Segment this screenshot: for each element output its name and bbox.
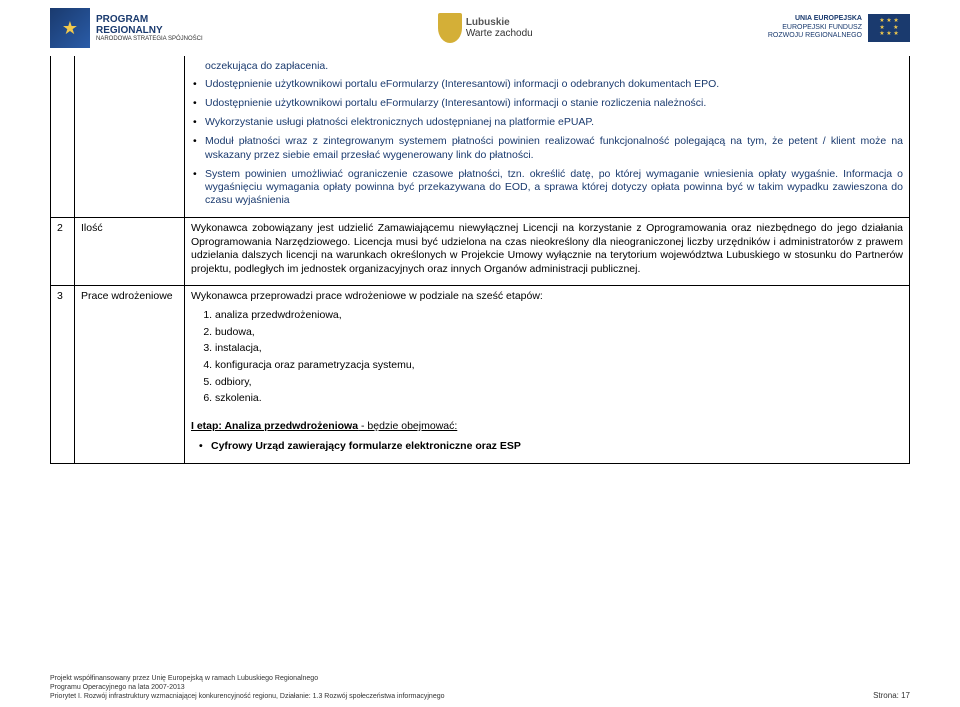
logo-center-bold: Lubuskie bbox=[466, 17, 510, 28]
logo-left-sub: NARODOWA STRATEGIA SPÓJNOŚCI bbox=[96, 36, 203, 42]
bullet-item: System powinien umożliwiać ograniczenie … bbox=[205, 168, 903, 207]
footer-l2: Programu Operacyjnego na lata 2007-2013 bbox=[50, 683, 445, 692]
etap-bullets: Cyfrowy Urząd zawierający formularze ele… bbox=[191, 440, 903, 453]
bullet-item: Udostępnienie użytkownikowi portalu eFor… bbox=[205, 97, 903, 110]
eu-line2: EUROPEJSKI FUNDUSZ bbox=[768, 24, 862, 32]
footer: Projekt współfinansowany przez Unię Euro… bbox=[50, 674, 910, 701]
footer-left: Projekt współfinansowany przez Unię Euro… bbox=[50, 674, 445, 701]
step-item: szkolenia. bbox=[215, 392, 903, 406]
step-item: analiza przedwdrożeniowa, bbox=[215, 309, 903, 323]
cell-top-desc: oczekująca do zapłacenia. Udostępnienie … bbox=[185, 56, 910, 218]
eu-flag-icon: ★ ★ ★ ★ ★ ★ ★ ★ bbox=[868, 14, 910, 42]
bullet-item: Moduł płatności wraz z zintegrowanym sys… bbox=[205, 135, 903, 161]
footer-l3: Priorytet I. Rozwój infrastruktury wzmac… bbox=[50, 692, 445, 701]
row2-label: Ilość bbox=[75, 218, 185, 286]
bullet-item: Udostępnienie użytkownikowi portalu eFor… bbox=[205, 78, 903, 91]
etap-heading: I etap: Analiza przedwdrożeniowa - będzi… bbox=[191, 420, 903, 432]
step-item: instalacja, bbox=[215, 342, 903, 356]
step-item: konfiguracja oraz parametryzacja systemu… bbox=[215, 359, 903, 373]
row3-steps: analiza przedwdrożeniowa, budowa, instal… bbox=[191, 309, 903, 406]
etap-suffix: - będzie obejmować: bbox=[358, 420, 457, 432]
step-item: budowa, bbox=[215, 326, 903, 340]
row3-intro: Wykonawca przeprowadzi prace wdrożeniowe… bbox=[191, 290, 903, 304]
bullet-item: Wykorzystanie usługi płatności elektroni… bbox=[205, 116, 903, 129]
row2-text: Wykonawca zobowiązany jest udzielić Zama… bbox=[191, 222, 903, 277]
page-number: Strona: 17 bbox=[873, 691, 910, 701]
shield-icon bbox=[438, 13, 462, 43]
row3-desc: Wykonawca przeprowadzi prace wdrożeniowe… bbox=[185, 285, 910, 464]
row3-label: Prace wdrożeniowe bbox=[75, 285, 185, 464]
eu-line1: UNIA EUROPEJSKA bbox=[768, 15, 862, 23]
row2-num: 2 bbox=[51, 218, 75, 286]
header: ★ PROGRAM REGIONALNY NARODOWA STRATEGIA … bbox=[0, 0, 960, 52]
etap-label: I etap: Analiza przedwdrożeniowa bbox=[191, 420, 358, 432]
logo-program-regionalny: ★ PROGRAM REGIONALNY NARODOWA STRATEGIA … bbox=[50, 8, 203, 48]
step-item: odbiory, bbox=[215, 376, 903, 390]
logo-center-sub: Warte zachodu bbox=[466, 28, 533, 39]
etap-bullet-item: Cyfrowy Urząd zawierający formularze ele… bbox=[211, 440, 903, 453]
top-lead: oczekująca do zapłacenia. bbox=[191, 60, 903, 72]
row3-num: 3 bbox=[51, 285, 75, 464]
logo-eu: UNIA EUROPEJSKA EUROPEJSKI FUNDUSZ ROZWO… bbox=[768, 14, 910, 42]
cell-empty-num bbox=[51, 56, 75, 218]
eu-line3: ROZWOJU REGIONALNEGO bbox=[768, 32, 862, 40]
top-bullets: Udostępnienie użytkownikowi portalu eFor… bbox=[191, 78, 903, 207]
cell-empty-label bbox=[75, 56, 185, 218]
logo-left-line2: REGIONALNY bbox=[96, 25, 203, 36]
logo-lubuskie: Lubuskie Warte zachodu bbox=[438, 13, 533, 43]
logo-star-icon: ★ bbox=[50, 8, 90, 48]
content: oczekująca do zapłacenia. Udostępnienie … bbox=[0, 52, 960, 464]
footer-l1: Projekt współfinansowany przez Unię Euro… bbox=[50, 674, 445, 683]
logo-left-line1: PROGRAM bbox=[96, 14, 203, 25]
requirements-table: oczekująca do zapłacenia. Udostępnienie … bbox=[50, 56, 910, 464]
row2-desc: Wykonawca zobowiązany jest udzielić Zama… bbox=[185, 218, 910, 286]
